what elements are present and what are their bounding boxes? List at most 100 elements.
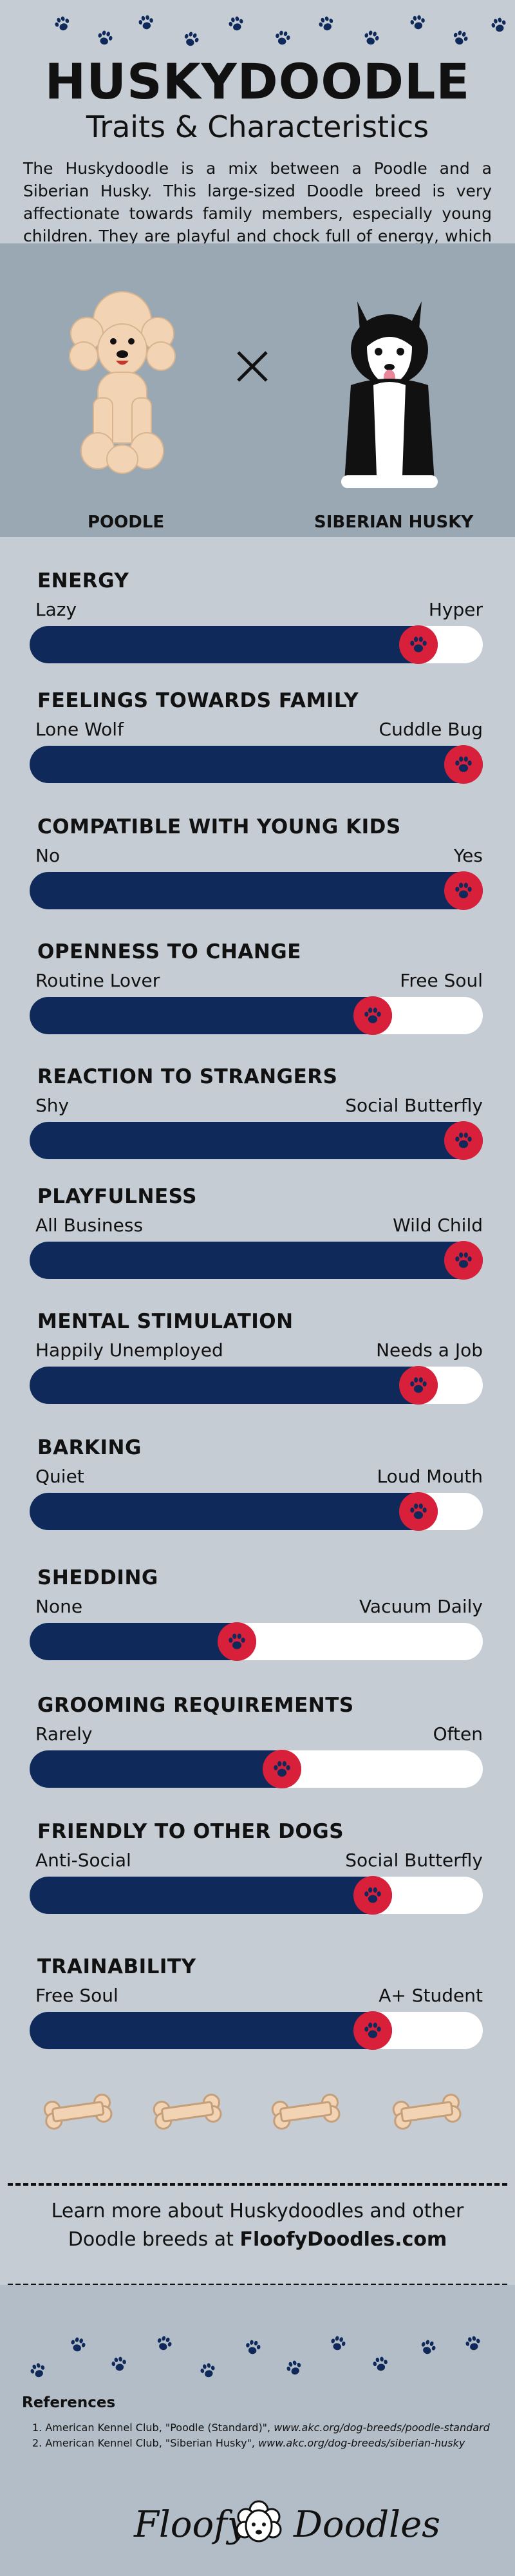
trait-meter-fill [30, 1367, 438, 1404]
trait-meter-fill [30, 1750, 302, 1788]
breed-label-husky: SIBERIAN HUSKY [314, 513, 474, 532]
trait-title: PLAYFULNESS [37, 1185, 197, 1208]
page-title: HUSKYDOODLE [44, 53, 471, 110]
trait-title: SHEDDING [37, 1566, 158, 1589]
trait-high-label: Yes [453, 845, 483, 866]
divider-top [8, 2183, 507, 2186]
trait-low-label: Anti-Social [35, 1850, 131, 1871]
paw-icon [448, 26, 473, 50]
reference-link[interactable]: www.akc.org/dog-breeds/poodle-standard [274, 2421, 490, 2434]
trait-low-label: Lone Wolf [35, 719, 124, 740]
trait-low-label: Quiet [35, 1466, 84, 1487]
trait-low-label: Lazy [35, 599, 77, 620]
trait-title: FEELINGS TOWARDS FAMILY [37, 689, 359, 712]
trait-low-label: None [35, 1596, 83, 1617]
trait-title: OPENNESS TO CHANGE [37, 940, 301, 963]
trait-row: COMPATIBLE WITH YOUNG KIDS No Yes [0, 815, 515, 918]
paw-icon [242, 2336, 265, 2359]
paw-icon [360, 26, 384, 50]
trait-title: MENTAL STIMULATION [37, 1310, 294, 1333]
trait-low-label: All Business [35, 1215, 144, 1236]
trait-meter [30, 1876, 483, 1915]
trait-high-label: Needs a Job [376, 1340, 483, 1361]
trait-row: GROOMING REQUIREMENTS Rarely Often [0, 1694, 515, 1797]
bone-icon [152, 2092, 223, 2133]
trait-high-label: Wild Child [393, 1215, 483, 1236]
trait-meter-knob [444, 871, 483, 910]
trait-row: OPENNESS TO CHANGE Routine Lover Free Soul [0, 940, 515, 1043]
trait-row: MENTAL STIMULATION Happily Unemployed Need… [0, 1310, 515, 1413]
trait-meter [30, 1241, 483, 1280]
trait-title: ENERGY [37, 569, 129, 592]
brand-name-right: Doodles [294, 2504, 440, 2546]
reference-text: 1. American Kennel Club, "Poodle (Standa… [32, 2421, 274, 2434]
paw-icon [462, 2332, 485, 2356]
trait-low-label: No [35, 845, 61, 866]
trait-high-label: Free Soul [400, 970, 483, 991]
trait-meter-knob [398, 625, 438, 664]
paw-icon [179, 27, 203, 52]
trait-meter [30, 1622, 483, 1661]
trait-row: ENERGY Lazy Hyper [0, 569, 515, 672]
paw-icon [272, 27, 294, 50]
paw-icon [152, 2331, 176, 2356]
trait-meter [30, 1366, 483, 1405]
trait-row: SHEDDING None Vacuum Daily [0, 1566, 515, 1669]
footer-paws [0, 2326, 515, 2378]
page-subtitle: Traits & Characteristics [86, 109, 429, 144]
times-icon [237, 351, 268, 382]
trait-low-label: Shy [35, 1095, 70, 1116]
trait-meter [30, 745, 483, 784]
header-paws [0, 6, 515, 46]
trait-row: FEELINGS TOWARDS FAMILY Lone Wolf Cuddle B… [0, 689, 515, 792]
paw-icon [282, 2356, 306, 2380]
paw-icon [407, 12, 429, 34]
trait-row: FRIENDLY TO OTHER DOGS Anti-Social Social … [0, 1820, 515, 1923]
trait-meter-fill [30, 872, 483, 909]
trait-meter [30, 871, 483, 910]
trait-row: PLAYFULNESS All Business Wild Child [0, 1185, 515, 1288]
trait-low-label: Routine Lover [35, 970, 160, 991]
trait-meter-fill [30, 1493, 438, 1530]
paw-icon [93, 26, 117, 50]
trait-meter-fill [30, 997, 393, 1034]
trait-meter-knob [444, 1121, 483, 1160]
trait-high-label: Hyper [428, 599, 483, 620]
references-title: References [22, 2394, 116, 2411]
paw-icon [225, 12, 248, 36]
brand-name-left: Floofy [134, 2504, 248, 2546]
trait-meter [30, 1750, 483, 1788]
reference-text: 2. American Kennel Club, "Siberian Husky… [32, 2437, 259, 2449]
reference-item: 1. American Kennel Club, "Poodle (Standa… [32, 2420, 496, 2436]
paw-icon [370, 2353, 392, 2376]
learn-more-line1: Learn more about Huskydoodles and other [51, 2200, 464, 2222]
references-list: 1. American Kennel Club, "Poodle (Standa… [32, 2420, 496, 2451]
trait-meter-knob [398, 1366, 438, 1405]
trait-meter [30, 1492, 483, 1531]
paw-icon [26, 2358, 50, 2383]
paw-icon [416, 2335, 440, 2360]
trait-meter-fill [30, 1122, 483, 1159]
trait-high-label: Often [433, 1723, 483, 1745]
trait-high-label: Loud Mouth [377, 1466, 483, 1487]
trait-meter-knob [353, 1876, 393, 1915]
reference-item: 2. American Kennel Club, "Siberian Husky… [32, 2436, 496, 2451]
trait-meter-fill [30, 746, 483, 783]
trait-title: REACTION TO STRANGERS [37, 1065, 338, 1088]
trait-low-label: Happily Unemployed [35, 1340, 223, 1361]
bone-icon [42, 2092, 113, 2133]
breed-label-poodle: POODLE [88, 513, 165, 532]
trait-high-label: Cuddle Bug [379, 719, 483, 740]
learn-more-link[interactable]: FloofyDoodles.com [239, 2228, 447, 2251]
bone-icon [270, 2092, 341, 2133]
trait-meter-knob [398, 1492, 438, 1531]
trait-title: BARKING [37, 1436, 142, 1459]
trait-meter [30, 996, 483, 1035]
trait-row: TRAINABILITY Free Soul A+ Student [0, 1955, 515, 2058]
reference-link[interactable]: www.akc.org/dog-breeds/siberian-husky [258, 2437, 465, 2449]
trait-title: COMPATIBLE WITH YOUNG KIDS [37, 815, 401, 838]
trait-meter [30, 625, 483, 664]
trait-low-label: Rarely [35, 1723, 93, 1745]
paw-icon [314, 12, 339, 36]
trait-high-label: Vacuum Daily [359, 1596, 483, 1617]
